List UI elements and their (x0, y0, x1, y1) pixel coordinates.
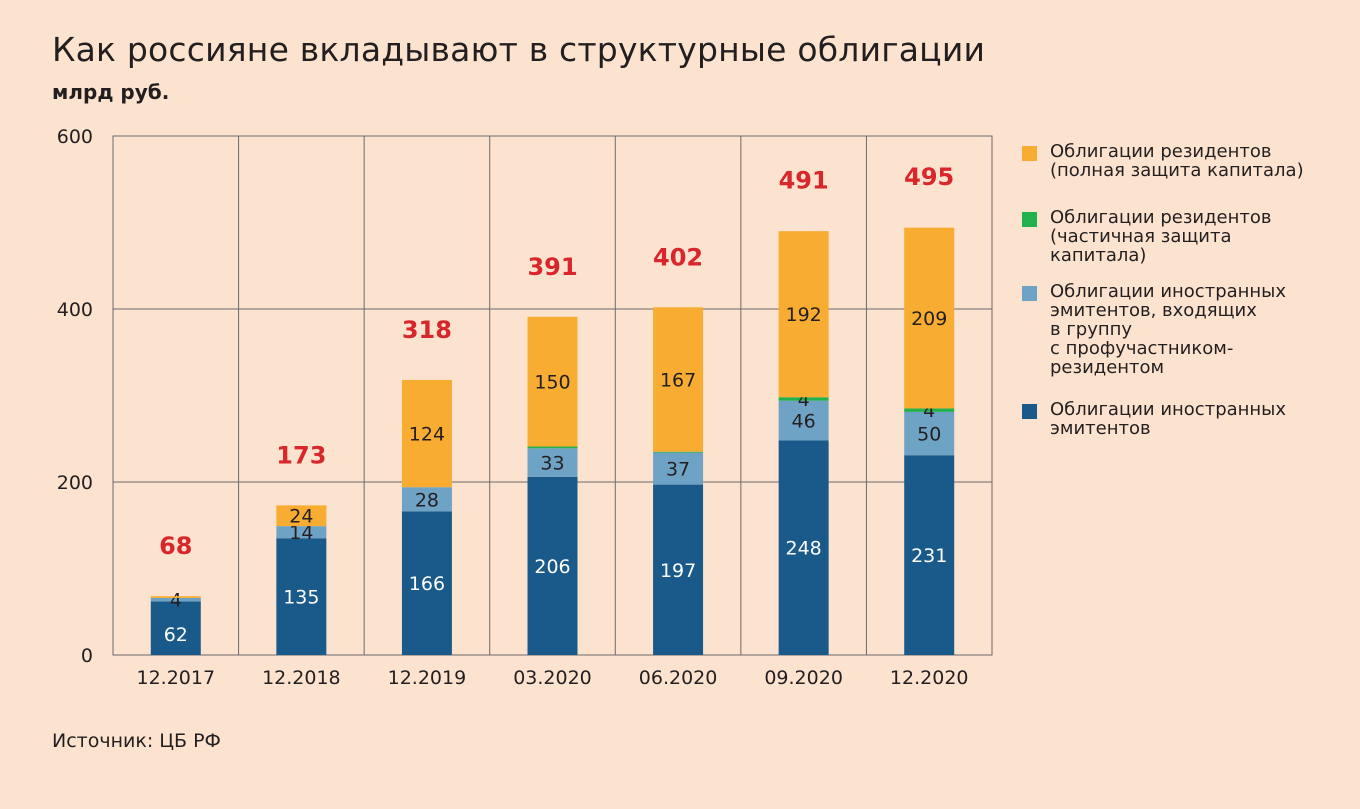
bar-value-label: 167 (660, 369, 696, 391)
bar-segment (150, 597, 201, 602)
bar-segment (653, 307, 704, 452)
bar-total-label: 318 (402, 316, 452, 344)
source-note: Источник: ЦБ РФ (52, 730, 221, 752)
bar-segment (276, 505, 327, 527)
bar-total-label: 391 (527, 253, 577, 281)
bar-segment (778, 397, 829, 401)
bar-total-label: 173 (276, 441, 326, 469)
chart-subtitle: млрд руб. (52, 80, 170, 104)
bar-segment (527, 448, 578, 477)
bar-segment (527, 476, 578, 655)
y-tick-label: 600 (57, 126, 93, 148)
bar-segment (401, 379, 452, 488)
legend-swatch-foreign (1022, 404, 1037, 419)
bar-segment (778, 231, 829, 398)
bar-value-label: 24 (289, 506, 313, 528)
bar-value-label: 166 (409, 573, 445, 595)
y-tick-label: 400 (57, 299, 93, 321)
bar-segment (904, 227, 955, 409)
bar-total-label: 402 (653, 243, 703, 271)
bar-segment (276, 538, 327, 655)
legend-swatch-resident-full (1022, 146, 1037, 161)
x-tick-label: 12.2020 (890, 667, 969, 689)
x-tick-label: 03.2020 (513, 667, 592, 689)
bar-value-label: 124 (409, 424, 445, 446)
bar-value-label: 62 (164, 624, 188, 646)
x-tick-label: 06.2020 (639, 667, 718, 689)
bar-segment (904, 408, 955, 412)
bar-value-label: 248 (786, 538, 822, 560)
x-tick-label: 12.2018 (262, 667, 341, 689)
bar-segment (401, 487, 452, 512)
bar-segment (778, 440, 829, 655)
bar-total-label: 491 (779, 166, 829, 194)
bar-segment (150, 596, 201, 598)
bar-segment (904, 455, 955, 655)
bar-segment (527, 446, 578, 449)
x-tick-label: 12.2019 (388, 667, 467, 689)
bar-segment (401, 511, 452, 655)
x-tick-label: 09.2020 (764, 667, 843, 689)
legend-label-resident-full: Облигации резидентов (полная защита капи… (1050, 141, 1304, 181)
y-tick-label: 200 (57, 472, 93, 494)
bar-value-label: 14 (289, 522, 313, 544)
legend-swatch-resident-partial (1022, 212, 1037, 227)
legend-label-resident-partial: Облигации резидентов (частичная защита к… (1050, 207, 1272, 266)
legend-swatch-foreign-group (1022, 286, 1037, 301)
bar-value-label: 206 (534, 556, 570, 578)
bar-value-label: 33 (540, 453, 564, 475)
bar-segment (653, 452, 704, 485)
bar-segment (778, 400, 829, 441)
bar-value-label: 192 (786, 304, 822, 326)
bar-value-label: 150 (534, 372, 570, 394)
bar-value-label: 46 (792, 411, 816, 433)
bar-segment (653, 484, 704, 655)
bar-value-label: 231 (911, 545, 947, 567)
bar-segment (653, 451, 704, 453)
bar-value-label: 209 (911, 308, 947, 330)
bar-segment (904, 411, 955, 456)
bar-value-label: 50 (917, 424, 941, 446)
bar-value-label: 4 (170, 590, 182, 612)
bar-segment (276, 526, 327, 539)
bar-value-label: 197 (660, 560, 696, 582)
y-tick-label: 0 (81, 645, 93, 667)
bar-segment (150, 601, 201, 655)
bar-value-label: 28 (415, 489, 439, 511)
legend-label-foreign-group: Облигации иностранных эмитентов, входящи… (1050, 281, 1287, 378)
chart-title: Как россияне вкладывают в структурные об… (52, 30, 986, 69)
bar-segment (527, 316, 578, 447)
legend-label-foreign: Облигации иностранных эмитентов (1050, 399, 1287, 439)
bar-total-label: 495 (904, 163, 954, 191)
bar-value-label: 135 (283, 587, 319, 609)
bar-value-label: 37 (666, 459, 690, 481)
x-tick-label: 12.2017 (136, 667, 215, 689)
bar-total-label: 68 (159, 532, 192, 560)
